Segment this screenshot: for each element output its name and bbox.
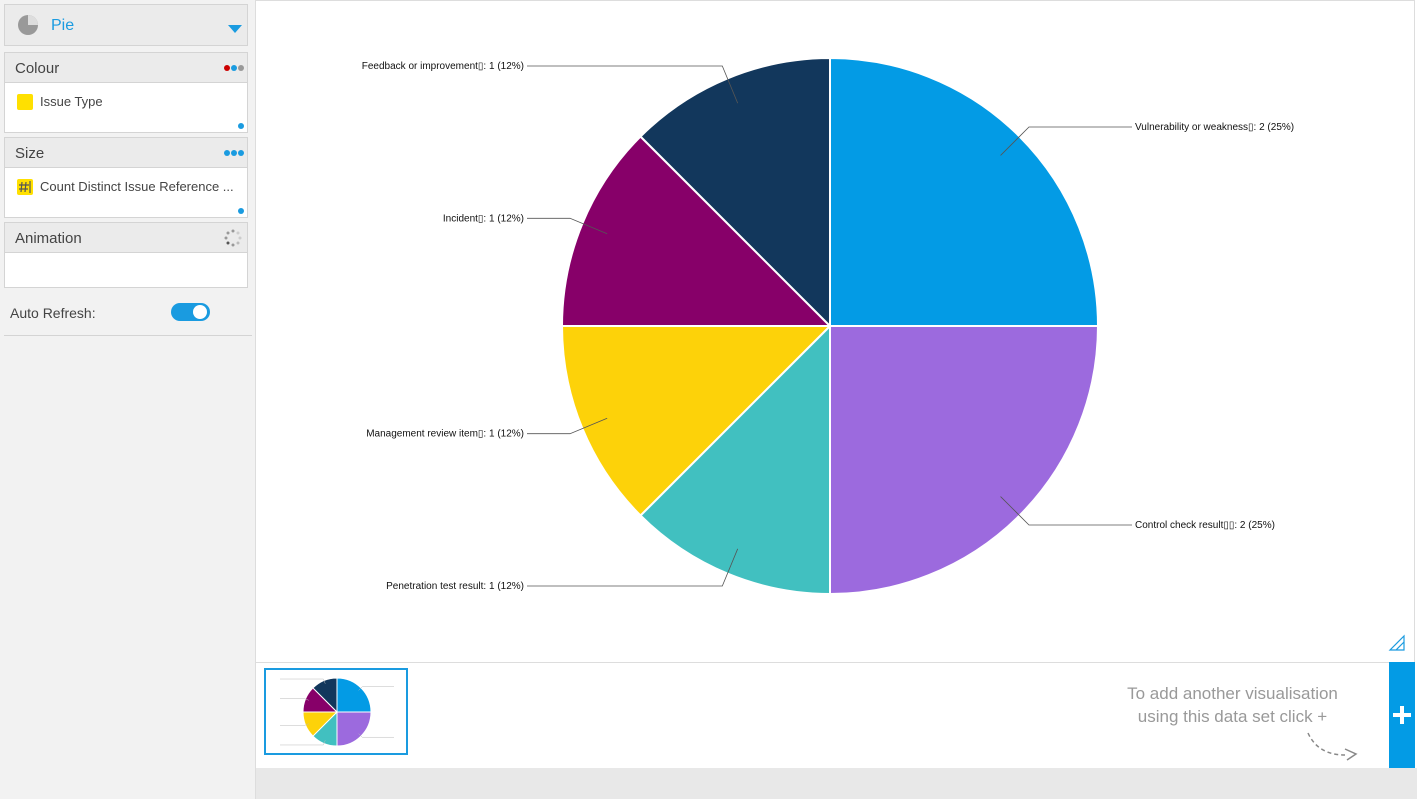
- dot: [238, 65, 244, 71]
- dot: [224, 65, 230, 71]
- dot: [238, 123, 244, 129]
- hint-line: using this data set click +: [1137, 707, 1328, 726]
- colour-body: Issue Type: [4, 82, 248, 133]
- animation-header: Animation: [4, 222, 248, 253]
- plus-icon: [1393, 706, 1411, 724]
- colour-title: Colour: [15, 60, 60, 77]
- footer: [256, 768, 1417, 799]
- thumbnail-strip: [256, 662, 1415, 768]
- animation-title: Animation: [15, 230, 82, 247]
- dot: [238, 150, 244, 156]
- hint-line: To add another visualisation: [1127, 684, 1338, 703]
- swatch: [17, 94, 33, 110]
- spinner-icon: [224, 229, 242, 247]
- measure-icon: [17, 179, 33, 195]
- dot: [238, 208, 244, 214]
- size-field[interactable]: Count Distinct Issue Reference ...: [40, 179, 234, 194]
- chart-type: Pie: [51, 17, 75, 34]
- colour-header: Colour: [4, 52, 248, 83]
- auto-refresh-toggle[interactable]: [171, 303, 210, 321]
- size-title: Size: [15, 145, 45, 162]
- animation-body: [4, 252, 248, 288]
- size-body: Count Distinct Issue Reference ...: [4, 167, 248, 218]
- thumbnail[interactable]: [264, 668, 408, 755]
- dot: [231, 150, 237, 156]
- toggle-knob: [193, 305, 207, 319]
- pie-icon: [18, 15, 38, 35]
- auto-refresh-label: Auto Refresh:: [10, 305, 96, 321]
- colour-field[interactable]: Issue Type: [40, 94, 103, 109]
- sidebar: Pie Colour Issue Type Size Count Distinc…: [0, 0, 256, 799]
- add-button[interactable]: [1389, 662, 1415, 768]
- size-header: Size: [4, 137, 248, 168]
- chart-type-select[interactable]: Pie: [4, 4, 248, 46]
- dot: [224, 150, 230, 156]
- chart-area: [256, 0, 1415, 662]
- divider: [4, 335, 252, 336]
- dropdown-arrow: [228, 25, 242, 33]
- dot: [231, 65, 237, 71]
